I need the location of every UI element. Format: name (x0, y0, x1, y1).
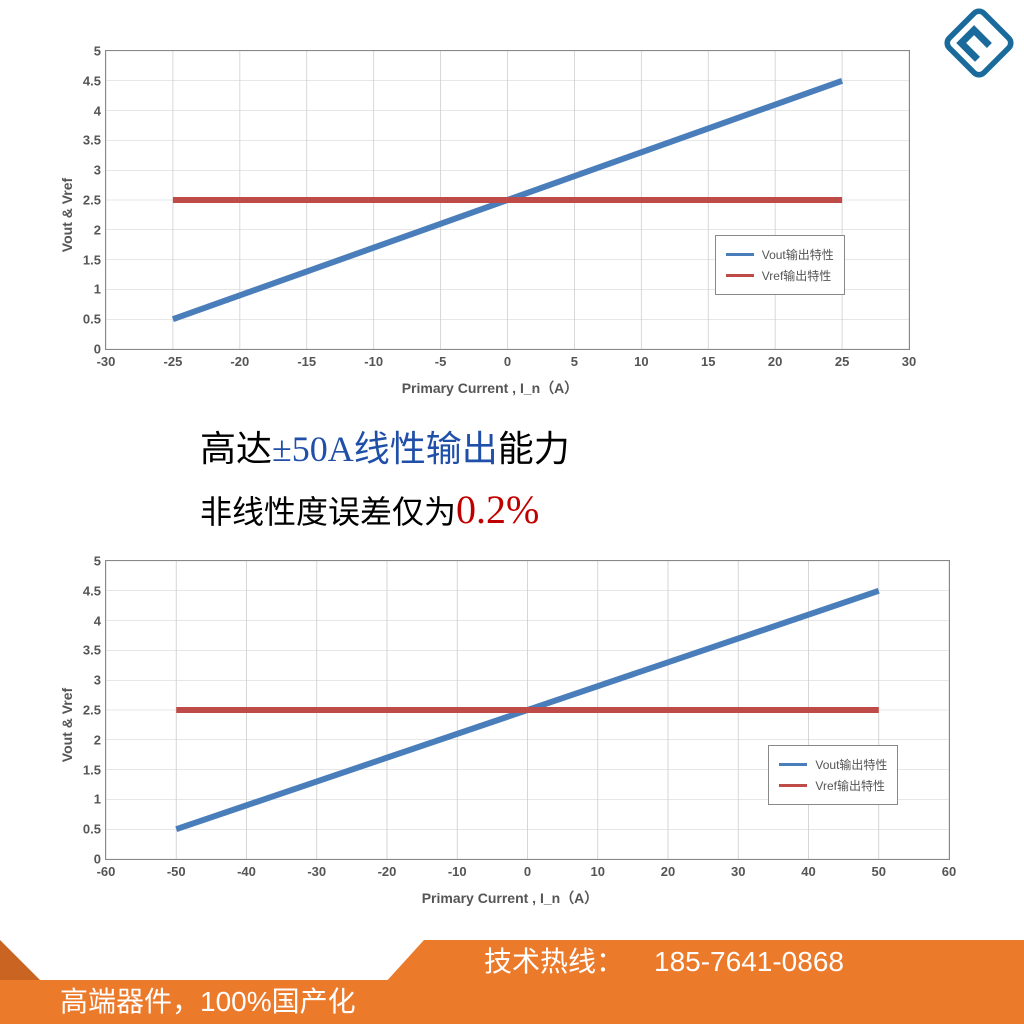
ytick: 1 (94, 282, 101, 297)
xtick: 25 (835, 354, 849, 369)
legend-label: Vref输出特性 (762, 267, 832, 284)
legend-label: Vref输出特性 (815, 777, 885, 794)
xtick: -30 (307, 864, 326, 879)
ytick: 0.5 (83, 312, 101, 327)
ytick: 5 (94, 44, 101, 59)
chart1-ylabel: Vout & Vref (59, 178, 75, 252)
ytick: 1.5 (83, 252, 101, 267)
ytick: 3.5 (83, 643, 101, 658)
legend-item: Vout输出特性 (726, 246, 834, 263)
xtick: 10 (591, 864, 605, 879)
xtick: 15 (701, 354, 715, 369)
xtick: 20 (768, 354, 782, 369)
ytick: 2.5 (83, 193, 101, 208)
xtick: 30 (731, 864, 745, 879)
ytick: 2 (94, 732, 101, 747)
ytick: 0 (94, 852, 101, 867)
legend-swatch (779, 763, 807, 766)
legend: Vout输出特性 Vref输出特性 (715, 235, 845, 295)
legend-label: Vout输出特性 (762, 246, 834, 263)
xtick: 20 (661, 864, 675, 879)
ytick: 4 (94, 103, 101, 118)
legend-swatch (779, 784, 807, 787)
xtick: 40 (801, 864, 815, 879)
xtick: 10 (634, 354, 648, 369)
ytick: 0 (94, 342, 101, 357)
ytick: 3 (94, 673, 101, 688)
xtick: -50 (167, 864, 186, 879)
headline-line1: 高达±50A线性输出能力 (200, 420, 900, 472)
xtick: -20 (378, 864, 397, 879)
chart2-plot: -60-50-40-30-20-10010203040506000.511.52… (105, 560, 950, 860)
footer: 技术热线：185-7641-0868 高端器件，100%国产化 (0, 940, 1024, 1024)
xtick: -10 (364, 354, 383, 369)
xtick: -10 (448, 864, 467, 879)
chart2-ylabel: Vout & Vref (59, 688, 75, 762)
chart-vout-vref-25a: Vout & Vref -30-25-20-15-10-505101520253… (60, 40, 920, 390)
ytick: 1.5 (83, 762, 101, 777)
xtick: -20 (230, 354, 249, 369)
footer-tagline-bar: 高端器件，100%国产化 (0, 980, 1024, 1024)
ytick: 4.5 (83, 73, 101, 88)
ytick: 1 (94, 792, 101, 807)
legend-swatch (726, 274, 754, 277)
legend-item: Vref输出特性 (779, 777, 887, 794)
footer-hotline-bar: 技术热线：185-7641-0868 (424, 940, 1024, 984)
ytick: 4.5 (83, 583, 101, 598)
footer-hotline-number: 185-7641-0868 (624, 946, 844, 977)
headline-l2-red: 0.2% (456, 487, 539, 532)
xtick: -15 (297, 354, 316, 369)
headline-l1-post: 能力 (498, 429, 570, 469)
footer-hotline-text: 技术热线：185-7641-0868 (424, 946, 844, 977)
ytick: 3 (94, 163, 101, 178)
ytick: 0.5 (83, 822, 101, 837)
footer-hotline-label: 技术热线： (454, 946, 624, 977)
ytick: 3.5 (83, 133, 101, 148)
xtick: 0 (504, 354, 511, 369)
footer-tagline-text: 高端器件，100%国产化 (0, 986, 356, 1017)
ytick: 2.5 (83, 703, 101, 718)
xtick: 50 (872, 864, 886, 879)
legend-item: Vout输出特性 (779, 756, 887, 773)
headline-l2-pre: 非线性度误差仅为 (200, 494, 456, 530)
legend-item: Vref输出特性 (726, 267, 834, 284)
ytick: 4 (94, 613, 101, 628)
xtick: -25 (164, 354, 183, 369)
headline-block: 高达±50A线性输出能力 非线性度误差仅为0.2% (200, 420, 900, 533)
xtick: 5 (571, 354, 578, 369)
xtick: 60 (942, 864, 956, 879)
legend: Vout输出特性 Vref输出特性 (768, 745, 898, 805)
ytick: 5 (94, 554, 101, 569)
headline-line2: 非线性度误差仅为0.2% (200, 486, 900, 533)
chart1-plot: -30-25-20-15-10-505101520253000.511.522.… (105, 50, 910, 350)
xtick: 0 (524, 864, 531, 879)
chart1-xlabel: Primary Current , I_n（A） (402, 378, 579, 398)
chart2-xlabel: Primary Current , I_n（A） (422, 888, 599, 908)
ytick: 2 (94, 222, 101, 237)
xtick: 30 (902, 354, 916, 369)
footer-accent-triangle (0, 940, 40, 980)
legend-label: Vout输出特性 (815, 756, 887, 773)
xtick: -40 (237, 864, 256, 879)
headline-l1-pre: 高达 (200, 429, 272, 469)
chart-vout-vref-50a: Vout & Vref -60-50-40-30-20-100102030405… (60, 550, 960, 900)
brand-logo (944, 8, 1014, 78)
legend-swatch (726, 253, 754, 256)
xtick: -5 (435, 354, 447, 369)
headline-l1-blue: ±50A线性输出 (272, 429, 498, 469)
